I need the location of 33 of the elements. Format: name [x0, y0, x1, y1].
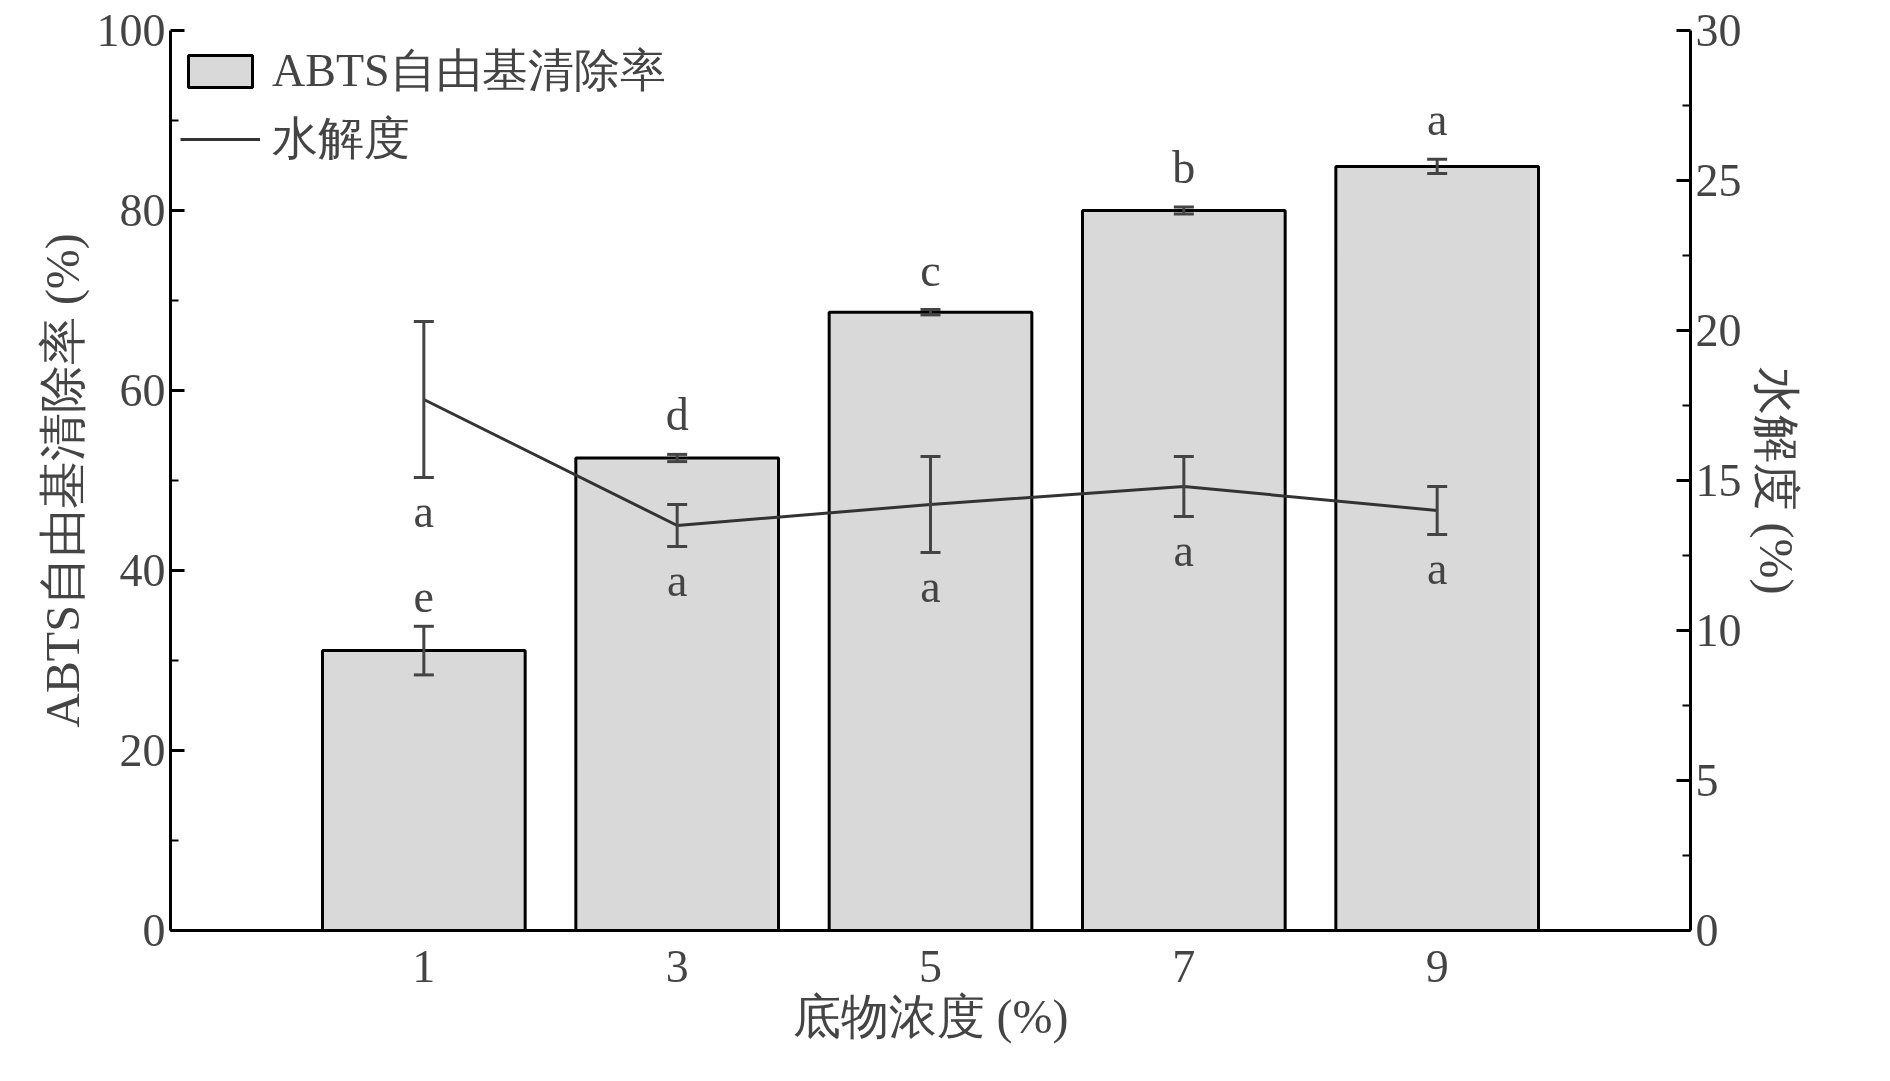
y-tick-label: 60	[119, 365, 166, 416]
x-tick-label: 1	[412, 940, 436, 992]
annotation: a	[920, 560, 941, 612]
y2-tick-label: 5	[1695, 755, 1719, 806]
y2-axis-title: 水解度 (%)	[1748, 366, 1803, 595]
x-tick-label: 7	[1172, 940, 1196, 992]
annotation: a	[1173, 524, 1195, 576]
y2-tick-label: 20	[1695, 305, 1742, 356]
y-tick-label: 20	[119, 725, 166, 776]
legend-label: ABTS自由基清除率	[272, 44, 666, 98]
y-axis-title: ABTS自由基清除率 (%)	[35, 233, 90, 728]
annotation: a	[413, 485, 435, 537]
x-tick-label: 3	[665, 940, 689, 992]
y2-tick-label: 25	[1695, 155, 1742, 206]
annotation: b	[1172, 141, 1196, 193]
annotation: a	[1426, 94, 1448, 146]
annotation: a	[666, 554, 688, 606]
y2-tick-label: 0	[1695, 905, 1719, 956]
annotation: a	[1426, 542, 1448, 594]
y-tick-label: 0	[142, 905, 166, 956]
y-tick-label: 100	[96, 5, 166, 56]
y2-tick-label: 30	[1695, 5, 1742, 56]
x-axis-title: 底物浓度 (%)	[792, 989, 1069, 1044]
annotation: e	[413, 571, 435, 623]
x-tick-label: 5	[919, 940, 942, 992]
y2-tick-label: 15	[1695, 455, 1742, 506]
y-tick-label: 40	[119, 545, 166, 596]
y-tick-label: 80	[119, 185, 166, 236]
annotation: d	[665, 389, 689, 441]
legend-label: 水解度	[272, 112, 410, 166]
x-tick-label: 9	[1425, 940, 1449, 992]
y2-tick-label: 10	[1695, 605, 1742, 656]
annotation: c	[920, 244, 941, 296]
